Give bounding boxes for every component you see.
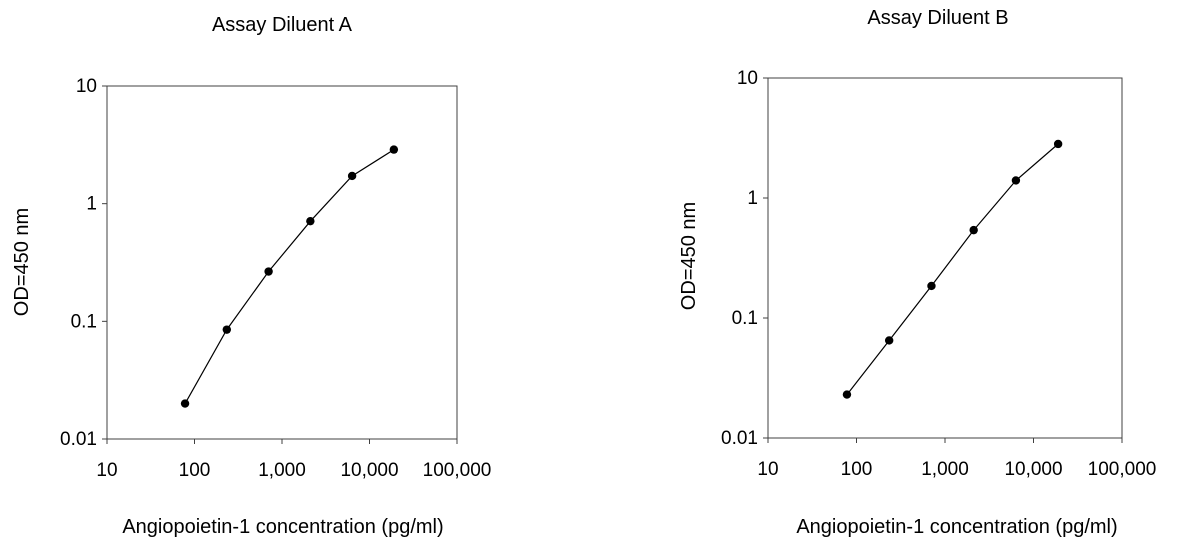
x-tick-label: 100	[179, 460, 211, 481]
data-point	[927, 281, 936, 291]
x-tick-label: 100,000	[1088, 459, 1157, 480]
x-tick-label: 10	[757, 459, 778, 480]
y-axis-title: OD=450 nm	[11, 208, 33, 316]
data-point	[1053, 139, 1063, 149]
data-point	[347, 171, 357, 181]
x-axis-title: Angiopoietin-1 concentration (pg/ml)	[122, 516, 443, 538]
y-tick-label: 10	[76, 76, 97, 97]
data-point	[389, 145, 399, 154]
y-tick-label: 10	[737, 68, 758, 89]
x-tick-label: 100,000	[423, 460, 492, 481]
plot-frame	[106, 85, 458, 440]
chart-title: Assay Diluent A	[212, 14, 353, 36]
chart-title: Assay Diluent B	[867, 7, 1008, 29]
x-tick-label: 1,000	[921, 459, 969, 480]
x-tick-label: 100	[841, 459, 873, 480]
chart-assay-diluent-b: Assay Diluent B OD=450 nm Angiopoietin-1…	[678, 7, 1156, 538]
y-tick-label: 0.1	[732, 308, 758, 329]
x-tick-label: 10,000	[340, 460, 398, 481]
x-axis-title: Angiopoietin-1 concentration (pg/ml)	[796, 516, 1117, 538]
data-point	[884, 336, 894, 345]
series-line	[184, 149, 395, 404]
y-tick-label: 1	[747, 188, 758, 209]
data-point	[842, 390, 852, 399]
chart-assay-diluent-a: Assay Diluent A OD=450 nm Angiopoietin-1…	[11, 14, 491, 538]
x-tick-label: 1,000	[258, 460, 306, 481]
data-point	[264, 267, 273, 276]
x-tick-label: 10	[96, 460, 117, 481]
y-axis-title: OD=450 nm	[678, 202, 700, 310]
y-tick-label: 0.01	[60, 429, 97, 450]
data-point	[969, 225, 978, 235]
plot-frame	[767, 77, 1123, 439]
data-point	[180, 399, 190, 408]
y-tick-label: 0.1	[71, 311, 97, 332]
data-point	[306, 216, 315, 226]
series-line	[846, 143, 1059, 395]
data-point	[1011, 176, 1021, 185]
y-tick-label: 0.01	[721, 428, 758, 449]
y-tick-label: 1	[86, 194, 97, 215]
data-point	[222, 325, 232, 334]
x-tick-label: 10,000	[1004, 459, 1062, 480]
